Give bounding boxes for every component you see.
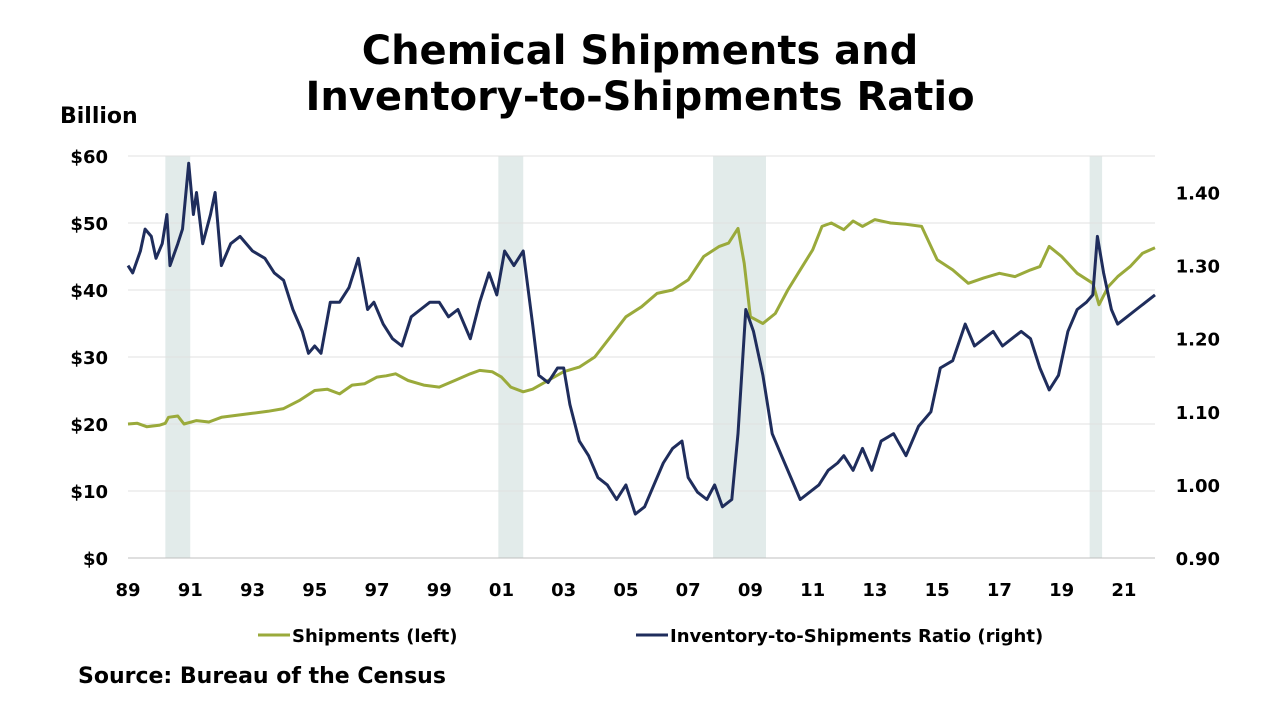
y-left-tick-label: $30 [70, 348, 108, 369]
y-left-tick-label: $10 [70, 482, 108, 503]
x-tick-label: 17 [987, 580, 1012, 601]
series-lines [126, 161, 1156, 516]
x-tick-label: 15 [925, 580, 950, 601]
x-tick-label: 03 [551, 580, 576, 601]
chart-title-line-1: Chemical Shipments and [361, 28, 919, 74]
left-axis-unit-label: Billion [60, 104, 138, 129]
y-right-tick-label: 1.10 [1176, 403, 1220, 424]
chart-title-line-2: Inventory-to-Shipments Ratio [305, 74, 975, 120]
shipments-line [127, 218, 1156, 429]
x-tick-label: 89 [115, 580, 140, 601]
y-right-tick-label: 1.20 [1176, 330, 1220, 351]
source-note: Source: Bureau of the Census [78, 664, 446, 689]
y-left-tick-label: $0 [83, 549, 108, 570]
x-tick-label: 99 [427, 580, 452, 601]
y-left-tick-label: $50 [70, 214, 108, 235]
legend: Shipments (left) Inventory-to-Shipments R… [258, 626, 1043, 647]
chart-title: Chemical Shipments and Inventory-to-Ship… [0, 28, 1280, 120]
inventory-ratio-line [126, 161, 1156, 516]
x-tick-label: 19 [1049, 580, 1074, 601]
tick-labels: $0 $10 $20 $30 $40 $50 $60 0.90 1.00 1.10 1.20 1.30… [70, 147, 1220, 601]
x-tick-label: 01 [489, 580, 514, 601]
gridlines [128, 155, 1155, 559]
y-left-tick-label: $20 [70, 415, 108, 436]
y-left-tick-label: $40 [70, 281, 108, 302]
x-tick-label: 07 [676, 580, 701, 601]
x-tick-label: 21 [1111, 580, 1136, 601]
x-tick-label: 09 [738, 580, 763, 601]
x-tick-label: 93 [240, 580, 265, 601]
legend-label: Shipments (left) [292, 626, 457, 647]
y-right-tick-label: 1.00 [1176, 476, 1220, 497]
x-tick-label: 11 [800, 580, 825, 601]
x-tick-label: 13 [862, 580, 887, 601]
y-right-tick-label: 1.40 [1176, 184, 1220, 205]
y-right-tick-label: 1.30 [1176, 257, 1220, 278]
y-right-tick-label: 0.90 [1176, 549, 1220, 570]
x-tick-label: 91 [178, 580, 203, 601]
legend-label: Inventory-to-Shipments Ratio (right) [670, 626, 1043, 647]
x-tick-label: 05 [613, 580, 638, 601]
legend-item-shipments: Shipments (left) [258, 626, 457, 647]
legend-item-inventory-ratio: Inventory-to-Shipments Ratio (right) [636, 626, 1043, 647]
x-tick-label: 97 [364, 580, 389, 601]
y-left-tick-label: $60 [70, 147, 108, 168]
x-tick-label: 95 [302, 580, 327, 601]
